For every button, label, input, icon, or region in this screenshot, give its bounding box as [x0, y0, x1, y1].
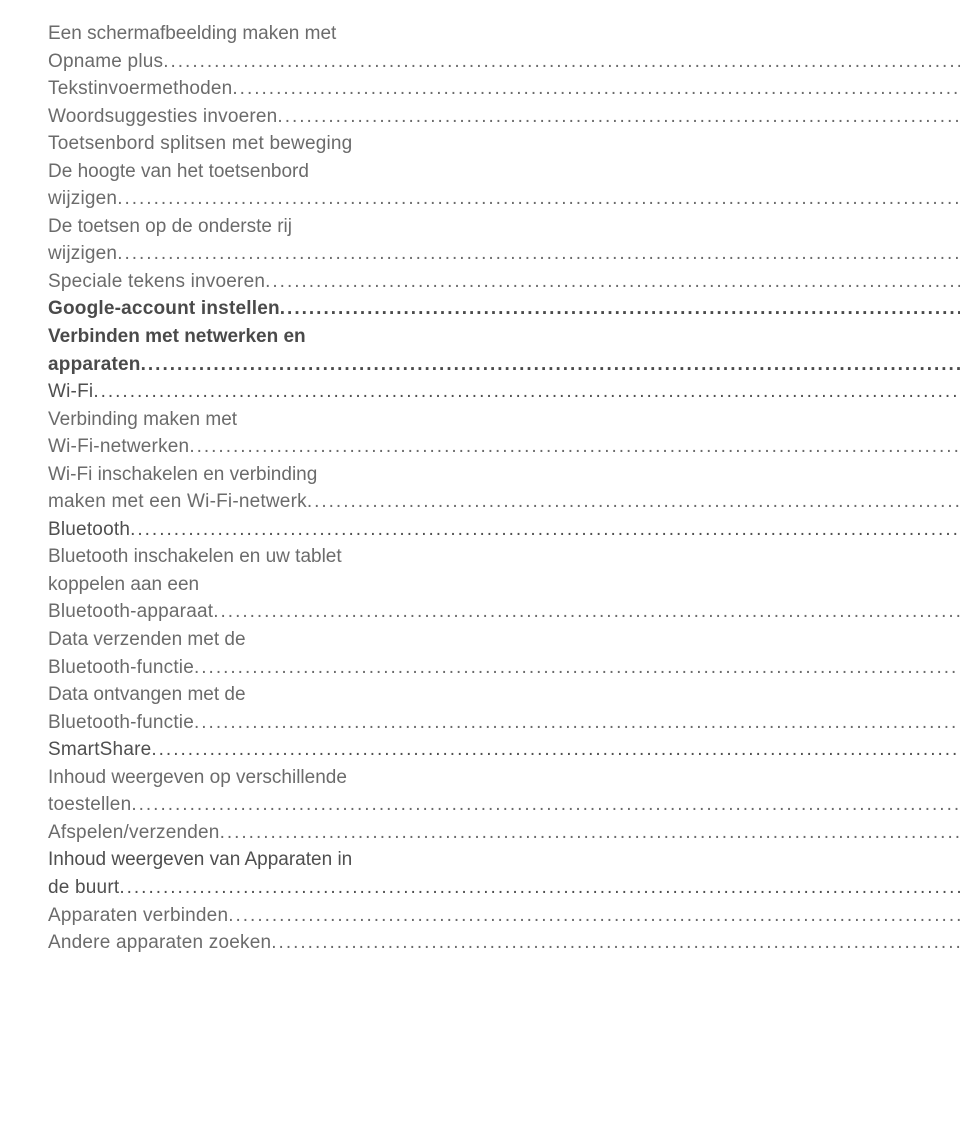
toc-label: de buurt [48, 874, 119, 902]
toc-label: wijzigen [48, 240, 117, 268]
toc-entry: Andere apparaten zoeken57 [48, 929, 960, 957]
toc-entry-last: de buurt57 [48, 874, 960, 902]
toc-label: Bluetooth [48, 516, 130, 544]
toc-label: Bluetooth-functie [48, 654, 194, 682]
toc-entry: Inhoud weergeven op verschillendetoestel… [48, 764, 960, 819]
toc-leader [277, 103, 960, 131]
toc-leader [194, 654, 960, 682]
toc-leader [228, 902, 960, 930]
toc-leader [117, 240, 960, 268]
toc-leader [131, 791, 960, 819]
toc-entry: Data ontvangen met deBluetooth-functie56 [48, 681, 960, 736]
toc-leader [265, 268, 960, 296]
toc-entry-last: Opname plus48 [48, 48, 960, 76]
toc-label: Opname plus [48, 48, 163, 76]
toc-label: Bluetooth-apparaat [48, 598, 213, 626]
toc-leader [141, 351, 960, 379]
toc-entry-last: Bluetooth-apparaat54 [48, 598, 960, 626]
toc-entry: Inhoud weergeven van Apparaten inde buur… [48, 846, 960, 901]
toc-entry: Afspelen/verzenden56 [48, 819, 960, 847]
toc-entry: De hoogte van het toetsenbordwijzigen50 [48, 158, 960, 213]
toc-leader [307, 488, 960, 516]
toc-entry-last: Bluetooth-functie56 [48, 709, 960, 737]
toc-label: Apparaten verbinden [48, 902, 228, 930]
toc-leader [163, 48, 960, 76]
toc-entry-last: toestellen56 [48, 791, 960, 819]
toc-leader [213, 598, 960, 626]
toc-label: Toetsenbord splitsen met beweging [48, 130, 960, 158]
toc-entry-last: apparaten53 [48, 351, 960, 379]
toc-column-left: Een schermafbeelding maken metOpname plu… [48, 20, 960, 1119]
toc-leader [280, 295, 960, 323]
toc-label: Bluetooth-functie [48, 709, 194, 737]
toc-label: Wi-Fi [48, 378, 93, 406]
toc-entry-line: De hoogte van het toetsenbord [48, 158, 960, 186]
toc-label: apparaten [48, 351, 141, 379]
toc-entry: Tekstinvoermethoden49 [48, 75, 960, 103]
toc-label: wijzigen [48, 185, 117, 213]
toc-entry: Bluetooth inschakelen en uw tabletkoppel… [48, 543, 960, 626]
toc-entry-line: koppelen aan een [48, 571, 960, 599]
toc-entry: Apparaten verbinden57 [48, 902, 960, 930]
toc-label: Woordsuggesties invoeren [48, 103, 277, 131]
toc-entry-line: Inhoud weergeven op verschillende [48, 764, 960, 792]
toc-entry: De toetsen op de onderste rijwijzigen50 [48, 213, 960, 268]
toc-entry-last: wijzigen50 [48, 185, 960, 213]
toc-entry-last: wijzigen50 [48, 240, 960, 268]
toc-entry: Wi-Fi inschakelen en verbindingmaken met… [48, 461, 960, 516]
toc-entry: Data verzenden met deBluetooth-functie55 [48, 626, 960, 681]
toc-entry: Wi-Fi53 [48, 378, 960, 406]
toc-entry: SmartShare56 [48, 736, 960, 764]
toc-leader [130, 516, 960, 544]
toc-leader [117, 185, 960, 213]
toc-label: SmartShare [48, 736, 151, 764]
toc-entry-last: Bluetooth-functie55 [48, 654, 960, 682]
toc-leader [119, 874, 960, 902]
toc-entry: Verbinden met netwerken enapparaten53 [48, 323, 960, 378]
toc-page: Een schermafbeelding maken metOpname plu… [0, 0, 960, 1139]
toc-label: Speciale tekens invoeren [48, 268, 265, 296]
toc-label: toestellen [48, 791, 131, 819]
toc-entry: Woordsuggesties invoeren50 [48, 103, 960, 131]
toc-leader [189, 433, 960, 461]
toc-leader [271, 929, 960, 957]
toc-entry-line: Data ontvangen met de [48, 681, 960, 709]
toc-entry-line: Inhoud weergeven van Apparaten in [48, 846, 960, 874]
toc-entry-line: De toetsen op de onderste rij [48, 213, 960, 241]
toc-label: Wi-Fi-netwerken [48, 433, 189, 461]
toc-entry: Verbinding maken metWi-Fi-netwerken53 [48, 406, 960, 461]
toc-entry-last: Wi-Fi-netwerken53 [48, 433, 960, 461]
toc-label: Andere apparaten zoeken [48, 929, 271, 957]
toc-label: Google-account instellen [48, 295, 280, 323]
toc-entry: Google-account instellen52 [48, 295, 960, 323]
toc-entry-line: Verbinding maken met [48, 406, 960, 434]
toc-entry-line: Data verzenden met de [48, 626, 960, 654]
toc-entry: Toetsenbord splitsen met beweging50 [48, 130, 960, 158]
toc-label: maken met een Wi-Fi-netwerk [48, 488, 307, 516]
toc-label: Afspelen/verzenden [48, 819, 220, 847]
toc-entry: Een schermafbeelding maken metOpname plu… [48, 20, 960, 75]
toc-leader [220, 819, 960, 847]
toc-leader [93, 378, 960, 406]
toc-entry: Bluetooth54 [48, 516, 960, 544]
toc-leader [151, 736, 960, 764]
toc-entry-line: Verbinden met netwerken en [48, 323, 960, 351]
toc-leader [194, 709, 960, 737]
toc-leader [232, 75, 960, 103]
toc-label: Tekstinvoermethoden [48, 75, 232, 103]
toc-entry: Speciale tekens invoeren51 [48, 268, 960, 296]
toc-entry-line: Bluetooth inschakelen en uw tablet [48, 543, 960, 571]
toc-entry-line: Een schermafbeelding maken met [48, 20, 960, 48]
toc-entry-last: maken met een Wi-Fi-netwerk53 [48, 488, 960, 516]
toc-entry-line: Wi-Fi inschakelen en verbinding [48, 461, 960, 489]
